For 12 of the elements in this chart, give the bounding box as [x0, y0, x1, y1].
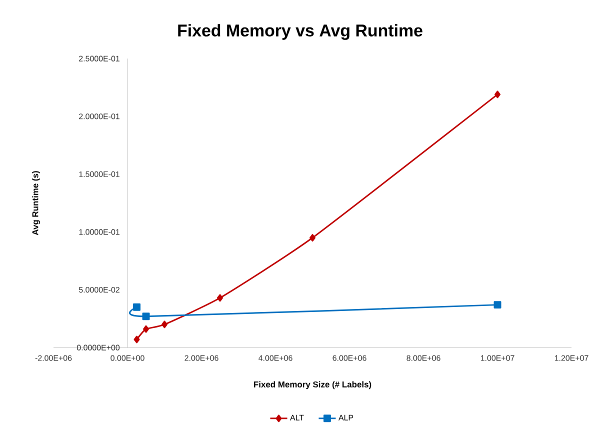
point	[142, 312, 150, 320]
point	[494, 301, 502, 309]
chart-title: Fixed Memory vs Avg Runtime	[178, 24, 422, 40]
point	[134, 336, 140, 344]
point	[494, 90, 500, 98]
point	[133, 303, 140, 311]
point	[162, 320, 168, 328]
point	[310, 234, 316, 242]
point	[217, 294, 223, 302]
y-axis-title: Avg Runtime (s)	[32, 171, 40, 236]
x-axis-title: Fixed Memory Size (# Labels)	[254, 381, 372, 390]
point	[143, 325, 149, 333]
